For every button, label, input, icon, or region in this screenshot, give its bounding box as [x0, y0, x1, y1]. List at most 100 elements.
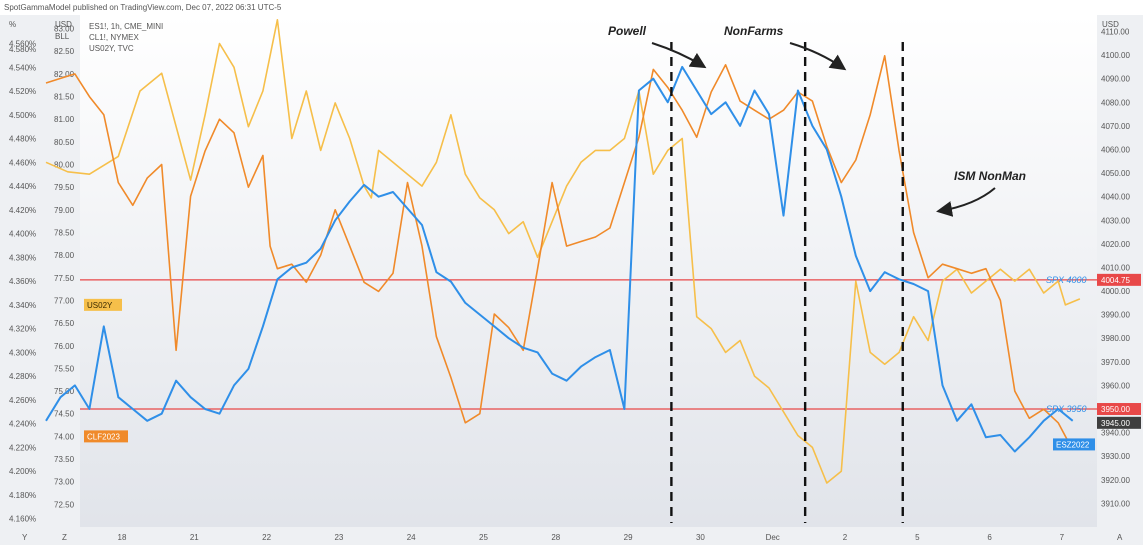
crude-tag-bg [84, 430, 128, 443]
time-tick-label: 25 [479, 533, 488, 542]
annotation-arrow [651, 42, 707, 69]
spx-tick-label: 4080.00 [1101, 98, 1130, 107]
level-badge [1097, 403, 1141, 416]
spx-axis-ticks: 4110.00 4100.00 4090.00 4080.00 4070.00 4060.… [1101, 28, 1130, 509]
yield-tick-label: 4.520% [9, 87, 36, 96]
yield-tick-label: 4.560% [9, 40, 36, 49]
yield-tick-label: 4.300% [9, 348, 36, 357]
crude-axis-ticks: 83.00 82.50 82.00 81.50 81.00 80.50 80.00 79.50… [54, 25, 75, 510]
horizontal-levels: SPX 4000 4004.75 SPX 3950 3950.00 3945.00 [80, 273, 1141, 429]
yield-axis-ticks: 4.560% 4.540% 4.520% 4.500% 4.480% 4.460% 4.44… [9, 40, 36, 524]
yield-tick-label: 4.160% [9, 515, 36, 524]
crude-tick-label: 80.00 [54, 161, 75, 170]
crude-tick-label: 73.50 [54, 455, 75, 464]
level-badge-text: 3950.00 [1101, 405, 1130, 414]
us02y-tag-bg [84, 298, 122, 311]
time-tick-label: 5 [915, 533, 920, 542]
time-tick-label: 7 [1060, 533, 1065, 542]
yield-tick-label: 4.220% [9, 443, 36, 452]
spx-tick-label: 4030.00 [1101, 216, 1130, 225]
symbol-legend-es: ES1!, 1h, CME_MINI [89, 22, 163, 31]
price-badge-text: 3945.00 [1101, 419, 1130, 428]
published-caption: SpotGammaModel published on TradingView.… [4, 3, 282, 12]
spx-tick-label: 4060.00 [1101, 145, 1130, 154]
crude-tick-label: 82.00 [54, 70, 75, 79]
crude-tick-label: 77.00 [54, 296, 75, 305]
crude-tick-label: 74.50 [54, 410, 75, 419]
crude-tick-label: 78.50 [54, 228, 75, 237]
crude-tick-label: 82.50 [54, 47, 75, 56]
spx-tick-label: 3970.00 [1101, 358, 1130, 367]
spx-tick-label: 4000.00 [1101, 287, 1130, 296]
svg-text:A: A [1117, 533, 1123, 542]
symbol-legend-cl: CL1!, NYMEX [89, 33, 139, 42]
crude-tick-label: 75.50 [54, 364, 75, 373]
crude-tick-label: 80.50 [54, 138, 75, 147]
crude-tick-label: 76.50 [54, 319, 75, 328]
time-tick-label: 21 [190, 533, 199, 542]
spx-tick-label: 3990.00 [1101, 311, 1130, 320]
corner-button-z[interactable]: Z [48, 528, 80, 545]
yield-tick-label: 4.580% [9, 45, 36, 54]
time-tick-label: Dec [766, 533, 780, 542]
yield-tick-label: 4.380% [9, 253, 36, 262]
spx-tag: ESZ2022 [1056, 440, 1090, 449]
time-tick-label: 28 [551, 533, 560, 542]
corner-button-a[interactable]: A [1103, 528, 1143, 545]
time-tick-label: 2 [843, 533, 848, 542]
yield-tick-label: 4.400% [9, 230, 36, 239]
annotations: Powell NonFarms ISM NonMan [608, 24, 1026, 217]
annotation-arrow [789, 42, 847, 71]
right-scale-header: USD [1102, 20, 1119, 29]
time-tick-label: 24 [407, 533, 416, 542]
crude-tick-label: 76.00 [54, 342, 75, 351]
plot-background [80, 15, 1097, 527]
svg-text:Y: Y [22, 533, 28, 542]
spx-tick-label: 4040.00 [1101, 193, 1130, 202]
symbol-legend-us02y: US02Y, TVC [89, 44, 134, 53]
crude-tick-label: 74.00 [54, 432, 75, 441]
corner-button-y[interactable]: Y [0, 528, 40, 545]
spx-tick-label: 3940.00 [1101, 429, 1130, 438]
crude-tick-label: 79.00 [54, 206, 75, 215]
spx-tick-label: 3930.00 [1101, 452, 1130, 461]
crude-line [45, 54, 1074, 451]
annotation-powell: Powell [608, 24, 647, 38]
series-lines [45, 18, 1081, 484]
yield-tick-label: 4.260% [9, 396, 36, 405]
spx-tick-label: 4100.00 [1101, 51, 1130, 60]
crude-tick-label: 81.50 [54, 93, 75, 102]
yield-tick-label: 4.500% [9, 111, 36, 120]
annotation-ism-nonman: ISM NonMan [954, 169, 1026, 183]
usd-scale-header: USD [55, 20, 72, 29]
level-line-label: SPX 3950 [1046, 404, 1087, 414]
yield-tick-label: 4.480% [9, 135, 36, 144]
yield-tick-label: 4.280% [9, 372, 36, 381]
yield-tick-label: 4.440% [9, 182, 36, 191]
pct-scale-header: % [9, 20, 16, 29]
spx-tick-label: 4010.00 [1101, 263, 1130, 272]
crude-tick-label: 77.50 [54, 274, 75, 283]
time-tick-label: 22 [262, 533, 271, 542]
annotation-nonfarms: NonFarms [724, 24, 784, 38]
time-axis-background [0, 527, 1143, 545]
spx-tag-bg [1053, 438, 1095, 451]
svg-text:Z: Z [62, 533, 67, 542]
crude-tick-label: 73.00 [54, 478, 75, 487]
time-tick-label: 6 [987, 533, 992, 542]
time-axis-ticks: 18 21 22 23 24 25 28 29 30 Dec 2 5 6 7 [118, 533, 1065, 542]
crude-tick-label: 72.50 [54, 500, 75, 509]
annotation-arrow [936, 187, 996, 217]
crude-tick-label: 75.00 [54, 387, 75, 396]
spx-tick-label: 3960.00 [1101, 381, 1130, 390]
spx-tick-label: 4050.00 [1101, 169, 1130, 178]
yield-tick-label: 4.360% [9, 277, 36, 286]
spx-tick-label: 4020.00 [1101, 240, 1130, 249]
spx-tick-label: 3980.00 [1101, 334, 1130, 343]
yield-tick-label: 4.540% [9, 63, 36, 72]
crude-tick-label: 78.00 [54, 251, 75, 260]
right-axis-background [1097, 15, 1143, 527]
yield-tick-label: 4.320% [9, 325, 36, 334]
price-badge [1097, 416, 1141, 429]
yield-tick-label: 4.460% [9, 158, 36, 167]
